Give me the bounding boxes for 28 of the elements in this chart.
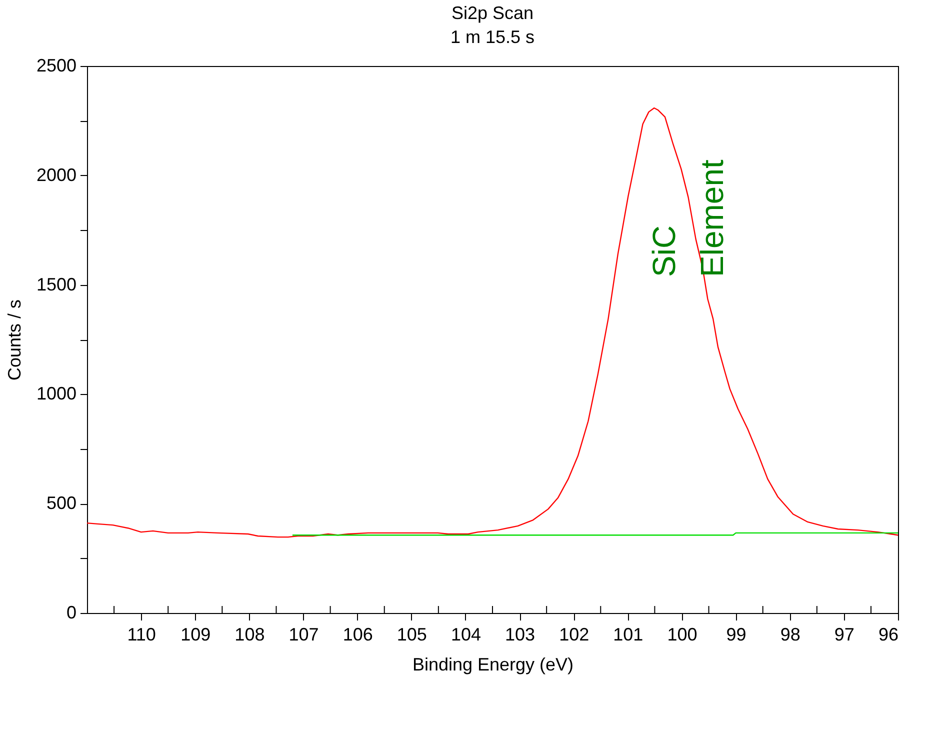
chart-title: Si2p Scan <box>451 3 534 23</box>
y-tick-label: 500 <box>46 493 76 514</box>
y-tick-label: 2000 <box>36 164 76 185</box>
line-series <box>86 107 899 538</box>
y-tick-label: 1500 <box>36 274 76 294</box>
chart-subtitle: 1 m 15.5 s <box>450 27 535 47</box>
y-tick-label: 0 <box>66 602 76 622</box>
x-tick-label: 109 <box>180 624 211 644</box>
annotation: SiC <box>646 225 682 277</box>
x-tick-label: 110 <box>127 624 156 644</box>
y-axis-title: Counts / s <box>4 299 24 381</box>
x-tick-label: 108 <box>234 624 265 644</box>
x-tick-label: 106 <box>342 624 373 644</box>
y-tick-label: 2500 <box>36 56 76 76</box>
x-tick-label: 99 <box>726 624 746 644</box>
x-tick-label: 96 <box>878 624 898 644</box>
y-tick-label: 1000 <box>36 384 76 404</box>
x-tick-label: 104 <box>450 624 481 644</box>
x-tick-label: 100 <box>667 624 698 644</box>
x-tick-label: 98 <box>780 624 800 644</box>
x-axis-title: Binding Energy (eV) <box>412 654 574 674</box>
x-tick-label: 102 <box>559 624 590 644</box>
x-tick-label: 103 <box>505 624 536 644</box>
annotation: Element <box>694 160 730 277</box>
x-tick-label: 105 <box>396 624 427 644</box>
x-tick-label: 107 <box>288 624 319 644</box>
x-tick-label: 97 <box>834 624 854 644</box>
x-tick-label: 101 <box>613 624 644 644</box>
